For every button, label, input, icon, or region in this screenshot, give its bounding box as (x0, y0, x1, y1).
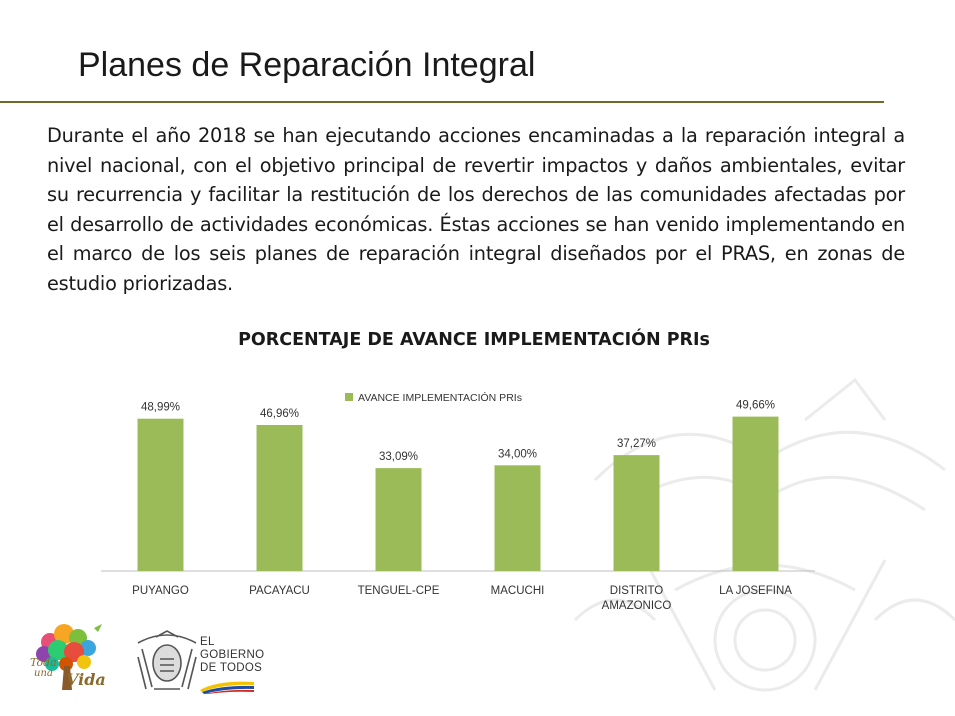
x-tick-label-4: DISTRITO AMAZONICO (602, 585, 672, 612)
x-tick-label-line: TENGUEL-CPE (358, 585, 440, 597)
tree-logo-text-3: Vida (66, 670, 106, 689)
gov-text-line-3: DE TODOS (200, 662, 263, 674)
background-emblem-icon (573, 377, 955, 692)
data-label-2: 33,09% (379, 451, 418, 463)
data-label-5: 49,66% (736, 400, 775, 412)
legend-swatch (345, 393, 353, 401)
tree-logo-text-1: Toda (30, 656, 57, 669)
x-tick-label-line: MACUCHI (491, 585, 545, 597)
toda-una-vida-logo: Toda una Vida (28, 620, 108, 694)
bar-2 (375, 468, 422, 571)
tree-logo-text-2: una (34, 668, 53, 679)
gov-text-line-1: EL (200, 636, 215, 648)
bar-5 (732, 416, 779, 571)
gobierno-logo-text: EL GOBIERNO DE TODOS (200, 636, 264, 675)
bar-0 (137, 418, 184, 571)
coat-of-arms-icon (137, 630, 197, 690)
bar-1 (256, 424, 303, 571)
x-tick-label-line: PUYANGO (132, 585, 189, 597)
x-tick-label-2: TENGUEL-CPE (358, 585, 440, 597)
legend-label: AVANCE IMPLEMENTACIÓN PRIs (358, 391, 522, 404)
x-tick-label-line: LA JOSEFINA (719, 585, 792, 597)
x-tick-label-line: AMAZONICO (602, 600, 672, 612)
data-label-1: 46,96% (260, 408, 299, 420)
x-tick-label-line: DISTRITO (610, 585, 664, 597)
data-label-3: 34,00% (498, 448, 537, 460)
chart-legend: AVANCE IMPLEMENTACIÓN PRIs (345, 391, 522, 404)
x-tick-label-5: LA JOSEFINA (719, 585, 792, 597)
slide-title: Planes de Reparación Integral (78, 46, 536, 84)
bar-4 (613, 455, 660, 571)
x-tick-label-line: PACAYACU (249, 585, 310, 597)
data-label-0: 48,99% (141, 402, 180, 414)
bar-3 (494, 465, 541, 571)
title-divider (0, 101, 884, 103)
data-labels-group: 48,99% 46,96% 33,09% 34,00% 37,27% 49,66% (141, 400, 775, 464)
data-label-4: 37,27% (617, 438, 656, 450)
gov-text-line-2: GOBIERNO (200, 649, 265, 661)
tree-icon (36, 624, 102, 690)
body-paragraph: Durante el año 2018 se han ejecutando ac… (47, 124, 905, 295)
x-tick-labels-group: PUYANGO PACAYACU TENGUEL-CPE MACUCHI DISTRIT… (132, 585, 792, 612)
bars-group (137, 416, 779, 571)
chart-title: PORCENTAJE DE AVANCE IMPLEMENTACIÓN PRIs (238, 330, 710, 350)
flag-swoosh-icon (200, 681, 254, 694)
x-tick-label-1: PACAYACU (249, 585, 310, 597)
x-tick-label-3: MACUCHI (491, 585, 545, 597)
x-tick-label-0: PUYANGO (132, 585, 189, 597)
